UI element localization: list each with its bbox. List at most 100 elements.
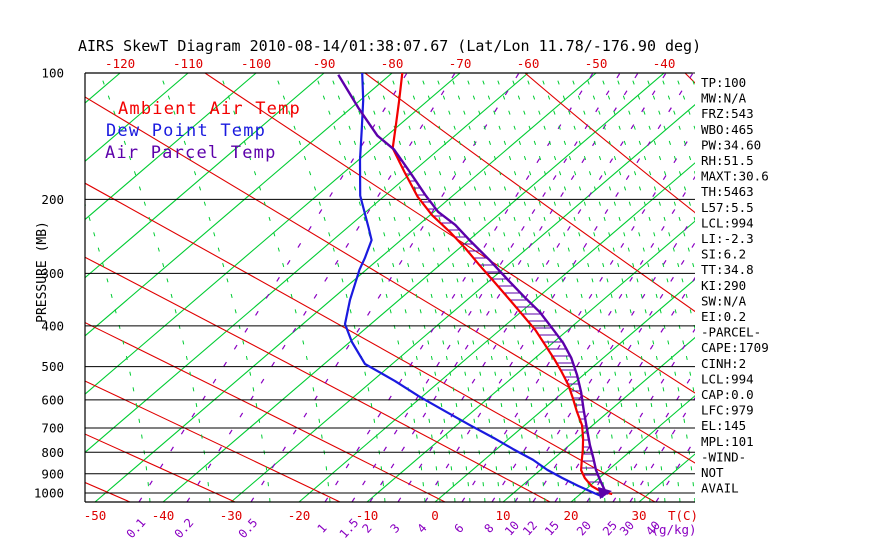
top-tick--90: -90	[313, 56, 336, 71]
mixing-tick-0.2: 0.2	[172, 516, 197, 541]
bottom-tick--10: -10	[356, 508, 379, 523]
dry-adiabat	[364, 73, 695, 313]
surface-point-marker	[598, 487, 612, 499]
pressure-tick-200: 200	[41, 192, 64, 207]
legend-ambient-air-temp: Ambient Air Temp	[118, 99, 301, 119]
bottom-tick--40: -40	[152, 508, 175, 523]
pressure-tick-400: 400	[41, 318, 64, 333]
isotherm--10C	[366, 220, 695, 502]
stat-line-lcl-994: LCL:994	[701, 371, 754, 386]
isotherm-20C	[570, 395, 695, 502]
mixing-tick-2: 2	[359, 521, 374, 536]
top-tick--80: -80	[381, 56, 404, 71]
stat-line-cinh-2: CINH:2	[701, 356, 746, 371]
bottom-tick-0: 0	[431, 508, 439, 523]
moist-adiabat	[219, 73, 331, 502]
stat-line-not: NOT	[701, 465, 724, 480]
stat-line-l57-5-5: L57:5.5	[701, 200, 754, 215]
top-tick--100: -100	[241, 56, 271, 71]
pressure-tick-700: 700	[41, 420, 64, 435]
moist-adiabat	[419, 73, 531, 502]
moist-adiabat	[329, 73, 441, 502]
isotherm--60C	[85, 73, 529, 454]
moist-adiabat	[99, 73, 211, 502]
moist-adiabat	[314, 73, 426, 502]
stat-line-tp-100: TP:100	[701, 75, 746, 90]
moist-adiabat	[449, 73, 561, 502]
stat-line-tt-34-8: TT:34.8	[701, 262, 754, 277]
isotherm--80C	[85, 73, 393, 337]
pressure-tick-800: 800	[41, 445, 64, 460]
moist-adiabat	[614, 73, 695, 331]
mixing-tick-4: 4	[414, 521, 429, 536]
dry-adiabat	[85, 182, 656, 502]
plot-border	[84, 72, 695, 503]
dry-adiabat	[85, 256, 551, 502]
mixing-ratio-line-40	[655, 438, 695, 502]
bottom-tick--20: -20	[288, 508, 311, 523]
moist-adiabat	[659, 73, 695, 175]
parcel-temp-curve	[337, 74, 610, 495]
bottom-tick--50: -50	[84, 508, 107, 523]
bottom-tick-30: 30	[631, 508, 646, 523]
moist-adiabat	[159, 73, 271, 502]
ambient-temp-curve	[391, 72, 613, 496]
moist-adiabat	[599, 73, 695, 401]
stat-line-lfc-979: LFC:979	[701, 403, 754, 418]
stat-line-pw-34-60: PW:34.60	[701, 137, 761, 152]
mixing-axis-label: (g/kg)	[651, 522, 696, 537]
top-tick--50: -50	[585, 56, 608, 71]
pressure-tick-500: 500	[41, 359, 64, 374]
stat-line-wbo-465: WBO:465	[701, 122, 754, 137]
top-tick--40: -40	[653, 56, 676, 71]
stat-line-frz-543: FRZ:543	[701, 106, 754, 121]
stat-line-mpl-101: MPL:101	[701, 434, 754, 449]
chart-title: AIRS SkewT Diagram 2010-08-14/01:38:07.6…	[78, 37, 701, 55]
mixing-tick-0.1: 0.1	[124, 516, 149, 541]
stats-panel: TP:100MW:N/AFRZ:543WBO:465PW:34.60RH:51.…	[701, 75, 769, 496]
pressure-tick-300: 300	[41, 266, 64, 281]
isotherm-0C	[434, 278, 695, 502]
top-tick--110: -110	[173, 56, 203, 71]
stat-line-cape-1709: CAPE:1709	[701, 340, 769, 355]
legend-dew-point-temp: Dew Point Temp	[106, 121, 266, 141]
moist-adiabat	[539, 73, 651, 502]
moist-adiabat	[554, 73, 666, 502]
pressure-tick-600: 600	[41, 392, 64, 407]
dew-point-curve	[343, 72, 604, 499]
mixing-tick-3: 3	[387, 521, 402, 536]
mixing-ratio-line-20	[586, 327, 695, 502]
bottom-tick-10: 10	[495, 508, 510, 523]
mixing-tick-8: 8	[481, 521, 496, 536]
stat-line-avail: AVAIL	[701, 481, 739, 496]
mixing-ratio-line-0.5	[250, 73, 520, 502]
mixing-tick-6: 6	[451, 521, 466, 536]
bottom-tick-20: 20	[563, 508, 578, 523]
mixing-ratio-line-12	[532, 241, 695, 502]
moist-adiabat-lines	[85, 73, 695, 502]
stat-line-rh-51-5: RH:51.5	[701, 153, 754, 168]
stat-line-wind: -WIND-	[701, 449, 746, 464]
mixing-ratio-line-0.2	[186, 73, 456, 502]
mixing-ratio-line-30	[629, 396, 695, 502]
mixing-ratio-line-25	[612, 369, 695, 502]
mixing-ratio-line-15	[554, 276, 695, 502]
mixing-ratio-line-10	[514, 212, 695, 502]
mixing-ratio-line-1	[324, 73, 594, 502]
pressure-axis-label: PRESSURE (MB)	[35, 221, 50, 323]
stat-line-li-2-3: LI:-2.3	[701, 231, 754, 246]
moist-adiabat	[389, 73, 501, 502]
top-tick--70: -70	[449, 56, 472, 71]
moist-adiabat	[644, 73, 695, 222]
moist-adiabat	[569, 73, 681, 502]
stat-line-th-5463: TH:5463	[701, 184, 754, 199]
dry-adiabat	[85, 380, 341, 502]
isotherm-10C	[502, 336, 695, 502]
pressure-tick-100: 100	[41, 66, 64, 81]
profile-curves	[337, 72, 613, 499]
isotherm--90C	[85, 73, 325, 279]
stat-line-mw-n-a: MW:N/A	[701, 91, 747, 106]
